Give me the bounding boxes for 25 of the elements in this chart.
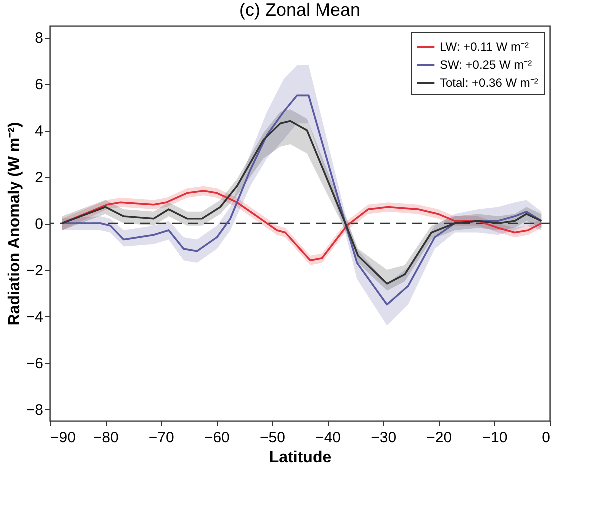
y-tick-label: −6 xyxy=(26,355,44,372)
x-tick-label: −20 xyxy=(426,430,452,446)
y-axis-title: Radiation Anomaly (W m⁻²) xyxy=(6,122,24,326)
y-tick-label: 4 xyxy=(35,123,44,140)
y-tick-label: 2 xyxy=(35,170,44,187)
y-tick-label: 6 xyxy=(35,76,44,94)
legend-label: Total: +0.36 W m⁻² xyxy=(440,76,538,90)
x-tick-label: −10 xyxy=(482,430,508,446)
y-tick-label: 0 xyxy=(35,216,44,233)
y-tick-label: −2 xyxy=(26,262,44,280)
legend-label: SW: +0.25 W m⁻² xyxy=(440,58,532,72)
x-tick-label: −90 xyxy=(50,430,76,446)
x-tick-label: −50 xyxy=(260,430,286,446)
x-tick-label: 0 xyxy=(542,430,550,446)
x-tick-label: −30 xyxy=(371,430,397,446)
y-tick-label: −4 xyxy=(26,308,44,326)
y-tick-label: 8 xyxy=(35,30,44,48)
x-tick-label: −70 xyxy=(148,430,174,446)
legend-label: LW: +0.11 W m⁻² xyxy=(440,40,530,54)
y-tick-label: −8 xyxy=(26,402,44,419)
x-tick-label: −60 xyxy=(204,430,230,446)
x-tick-label: −80 xyxy=(93,430,119,446)
chart-title: (c) Zonal Mean xyxy=(239,0,361,20)
x-axis-title: Latitude xyxy=(269,450,332,466)
x-tick-label: −40 xyxy=(316,430,342,446)
